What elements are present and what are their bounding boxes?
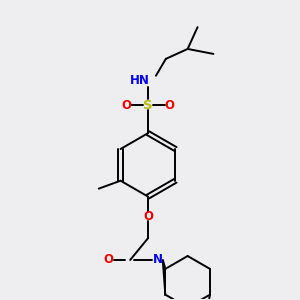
Text: O: O <box>121 99 131 112</box>
Text: O: O <box>165 99 175 112</box>
Text: S: S <box>143 99 153 112</box>
Text: N: N <box>153 254 163 266</box>
Text: O: O <box>143 210 153 223</box>
Text: HN: HN <box>130 74 150 87</box>
Text: O: O <box>103 254 113 266</box>
